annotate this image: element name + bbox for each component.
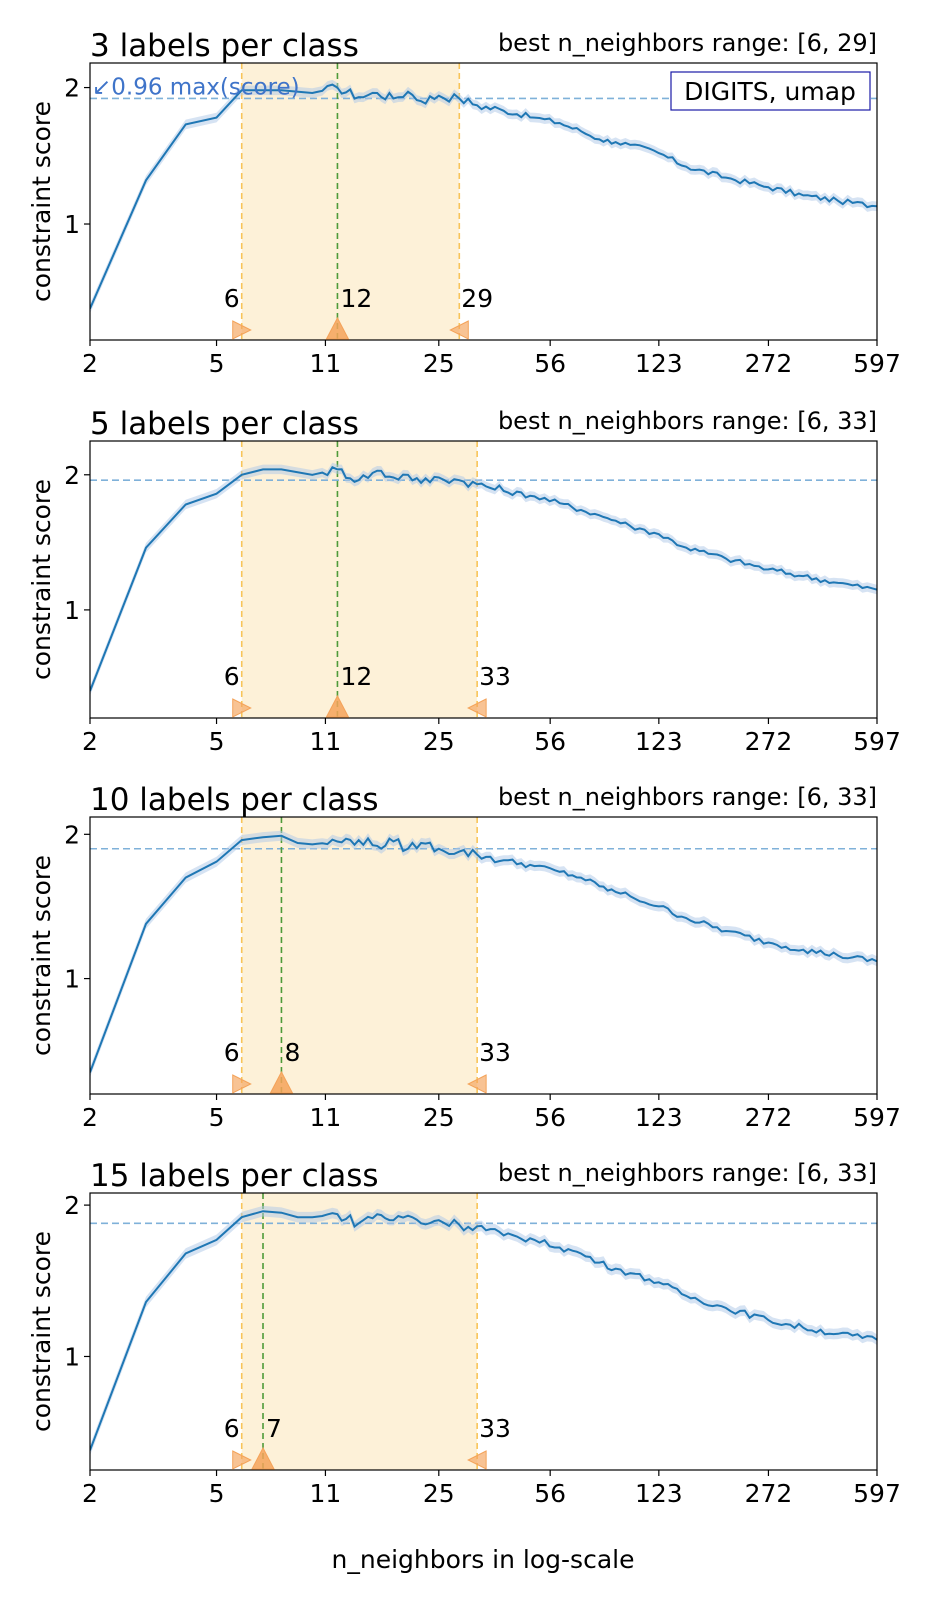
range-end-value: 33 [479,1414,511,1443]
range-end-marker [467,698,487,718]
range-start-marker [232,1074,252,1094]
best-range-label: best n_neighbors range: [6, 33] [498,783,877,811]
score-line [90,1210,877,1451]
x-tick-label: 11 [310,727,342,756]
range-end-value: 33 [479,1038,511,1067]
x-tick-label: 272 [745,1479,793,1508]
x-tick-label: 272 [745,349,793,378]
best-value: 12 [340,662,372,691]
score-line [90,466,877,692]
plot-frame [89,816,878,1095]
y-tick-label: 2 [64,74,80,103]
x-tick-label: 2 [82,1103,98,1132]
best-range-region [241,441,478,718]
x-tick-label: 5 [209,349,225,378]
best-value-marker [269,1070,294,1094]
best-value-marker [251,1446,275,1470]
x-tick-label: 272 [745,1103,793,1132]
panel-title: 10 labels per class [90,782,379,818]
x-axis-label: n_neighbors in log-scale [332,1545,635,1574]
x-tick-label: 11 [310,1103,342,1132]
x-tick-label: 25 [423,1103,455,1132]
y-tick-label: 1 [64,1342,80,1371]
range-end-marker [467,1074,487,1094]
x-tick-label: 123 [635,727,683,756]
y-tick-label: 1 [64,210,80,239]
x-tick-label: 56 [534,1479,566,1508]
x-tick-label: 2 [82,727,98,756]
x-tick-label: 597 [853,727,901,756]
range-start-marker [232,1450,252,1470]
plot-frame [89,440,878,719]
range-start-marker [232,698,252,718]
y-axis-label: constraint score [27,101,56,302]
y-tick-label: 1 [64,596,80,625]
x-tick-label: 2 [82,349,98,378]
x-tick-label: 272 [745,727,793,756]
range-start-value: 6 [224,1414,240,1443]
y-axis-label: constraint score [27,855,56,1056]
dataset-label: DIGITS, umap [684,77,856,106]
best-range-region [241,63,460,340]
y-tick-label: 1 [64,965,80,994]
score-line [90,834,877,1073]
best-value-marker [325,694,350,718]
x-tick-label: 25 [423,1479,455,1508]
x-tick-label: 56 [534,349,566,378]
x-tick-label: 25 [423,349,455,378]
y-tick-label: 2 [64,1191,80,1220]
y-axis-label: constraint score [27,479,56,680]
best-range-label: best n_neighbors range: [6, 33] [498,1159,877,1187]
x-tick-label: 597 [853,1479,901,1508]
x-tick-label: 56 [534,727,566,756]
threshold-annotation: ↙0.96 max(score) [92,74,300,100]
best-range-region [241,817,478,1094]
range-end-marker [449,320,469,340]
x-tick-label: 123 [635,349,683,378]
panel-title: 3 labels per class [90,28,359,64]
best-range-region [241,1193,478,1470]
best-range-label: best n_neighbors range: [6, 33] [498,407,877,435]
x-tick-label: 2 [82,1479,98,1508]
x-tick-label: 123 [635,1103,683,1132]
best-value: 8 [284,1038,300,1067]
x-tick-label: 597 [853,1103,901,1132]
range-start-value: 6 [224,1038,240,1067]
x-tick-label: 123 [635,1479,683,1508]
x-tick-label: 5 [209,1479,225,1508]
x-tick-label: 5 [209,1103,225,1132]
panel-title: 15 labels per class [90,1158,379,1194]
y-tick-label: 2 [64,461,80,490]
range-start-value: 6 [224,284,240,313]
score-line [90,83,877,310]
best-range-label: best n_neighbors range: [6, 29] [498,29,877,57]
y-axis-label: constraint score [27,1231,56,1432]
best-value: 7 [266,1414,282,1443]
x-tick-label: 5 [209,727,225,756]
plot-frame [89,1192,878,1471]
range-end-value: 29 [461,284,493,313]
x-tick-label: 11 [310,1479,342,1508]
score-confidence-band [90,79,877,314]
plot-frame [89,62,878,341]
range-start-value: 6 [224,662,240,691]
panel-title: 5 labels per class [90,406,359,442]
x-tick-label: 11 [310,349,342,378]
x-tick-label: 597 [853,349,901,378]
x-tick-label: 56 [534,1103,566,1132]
best-value-marker [325,316,350,340]
dataset-label-box [670,71,871,111]
x-tick-label: 25 [423,727,455,756]
range-end-value: 33 [479,662,511,691]
best-value: 12 [340,284,372,313]
range-end-marker [467,1450,487,1470]
y-tick-label: 2 [64,820,80,849]
range-start-marker [232,320,252,340]
